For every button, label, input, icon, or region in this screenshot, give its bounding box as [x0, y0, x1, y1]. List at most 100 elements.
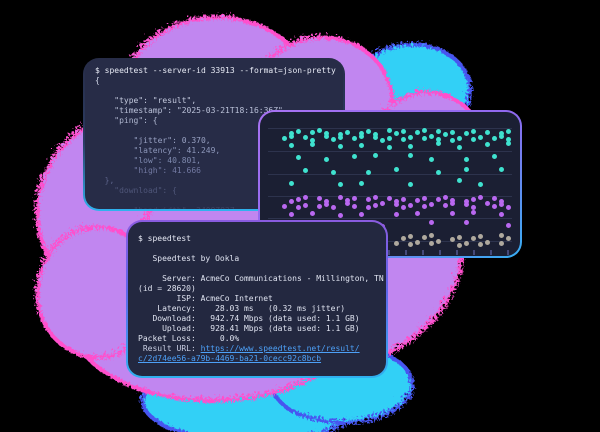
data-point-dot: [443, 203, 448, 208]
data-point-dot: [296, 155, 301, 160]
data-point-dot: [506, 205, 511, 210]
data-point-dot: [359, 143, 364, 148]
data-point-dot: [345, 198, 350, 203]
data-point-dot: [506, 129, 511, 134]
data-point-dot: [457, 136, 462, 141]
data-point-dot: [401, 137, 406, 142]
data-point-dot: [303, 203, 308, 208]
data-point-dot: [366, 170, 371, 175]
data-point-dot: [429, 233, 434, 238]
data-point-dot: [394, 241, 399, 246]
data-point-dot: [436, 141, 441, 146]
data-point-dot: [464, 202, 469, 207]
data-point-dot: [282, 204, 287, 209]
data-point-dot: [499, 241, 504, 246]
data-point-dot: [401, 197, 406, 202]
data-point-dot: [422, 136, 427, 141]
data-point-dot: [338, 132, 343, 137]
speedtest-output-lines: Speedtest by Ookla Server: AcmeCo Commun…: [138, 244, 384, 344]
json-output-line: "timestamp": "2025-03-21T18:16:36Z",: [95, 106, 288, 115]
axis-tick: [456, 250, 458, 255]
data-point-dot: [408, 135, 413, 140]
data-point-dot: [485, 240, 490, 245]
data-point-dot: [401, 205, 406, 210]
result-url-link[interactable]: https://www.speedtest.net/result/: [200, 344, 360, 353]
json-output-line: "low": 40.801,: [95, 156, 201, 165]
axis-tick: [388, 250, 390, 255]
data-point-dot: [450, 211, 455, 216]
data-point-dot: [408, 242, 413, 247]
data-point-dot: [282, 136, 287, 141]
data-point-dot: [471, 205, 476, 210]
data-point-dot: [408, 182, 413, 187]
data-point-dot: [359, 131, 364, 136]
data-point-dot: [380, 201, 385, 206]
speedtest-terminal-command: $ speedtest: [138, 234, 191, 243]
gridline: [268, 218, 512, 219]
data-point-dot: [366, 205, 371, 210]
data-point-dot: [352, 136, 357, 141]
result-url-row: Result URL: https://www.speedtest.net/re…: [138, 344, 378, 354]
speedtest-output-line: (id = 28620): [138, 284, 196, 293]
data-point-dot: [464, 167, 469, 172]
data-point-dot: [471, 236, 476, 241]
data-point-dot: [499, 134, 504, 139]
data-point-dot: [317, 128, 322, 133]
json-output-line: "jitter": 0.370,: [95, 136, 211, 145]
speedtest-output-line: Download: 942.74 Mbps (data used: 1.1 GB…: [138, 314, 360, 323]
data-point-dot: [436, 129, 441, 134]
data-point-dot: [373, 203, 378, 208]
data-point-dot: [289, 134, 294, 139]
data-point-dot: [457, 145, 462, 150]
data-point-dot: [345, 130, 350, 135]
data-point-dot: [317, 204, 322, 209]
result-url-link-continuation[interactable]: c/2d74ee56-a79b-4469-ba21-0cecc92c8bcb: [138, 354, 322, 363]
speedtest-output-line: Speedtest by Ookla: [138, 254, 240, 263]
data-point-dot: [464, 199, 469, 204]
gridline: [268, 241, 512, 242]
data-point-dot: [303, 195, 308, 200]
data-point-dot: [506, 137, 511, 142]
json-output-line: [95, 86, 335, 96]
speedtest-output-line: Upload: 928.41 Mbps (data used: 1.1 GB): [138, 324, 360, 333]
data-point-dot: [443, 195, 448, 200]
data-point-dot: [310, 138, 315, 143]
data-point-dot: [492, 136, 497, 141]
data-point-dot: [415, 198, 420, 203]
data-point-dot: [478, 234, 483, 239]
data-point-dot: [457, 243, 462, 248]
data-point-dot: [499, 167, 504, 172]
data-point-dot: [478, 182, 483, 187]
data-point-dot: [457, 235, 462, 240]
data-point-dot: [303, 135, 308, 140]
data-point-dot: [422, 235, 427, 240]
data-point-dot: [471, 197, 476, 202]
data-point-dot: [338, 135, 343, 140]
data-point-dot: [289, 143, 294, 148]
axis-tick: [507, 250, 509, 255]
data-point-dot: [303, 168, 308, 173]
speedtest-output-line: ISP: AcmeCo Internet: [138, 294, 273, 303]
json-output-lines: { "type": "result", "timestamp": "2025-0…: [95, 76, 335, 209]
data-point-dot: [324, 131, 329, 136]
data-point-dot: [289, 181, 294, 186]
data-point-dot: [422, 204, 427, 209]
data-point-dot: [373, 153, 378, 158]
data-point-dot: [450, 237, 455, 242]
data-point-dot: [289, 212, 294, 217]
data-point-dot: [429, 202, 434, 207]
data-point-dot: [352, 154, 357, 159]
data-point-dot: [331, 137, 336, 142]
data-point-dot: [429, 220, 434, 225]
data-point-dot: [366, 197, 371, 202]
axis-tick: [422, 250, 424, 255]
data-point-dot: [310, 211, 315, 216]
data-point-dot: [359, 181, 364, 186]
data-point-dot: [394, 167, 399, 172]
data-point-dot: [394, 202, 399, 207]
data-point-dot: [436, 197, 441, 202]
data-point-dot: [366, 129, 371, 134]
data-point-dot: [387, 136, 392, 141]
data-point-dot: [394, 212, 399, 217]
